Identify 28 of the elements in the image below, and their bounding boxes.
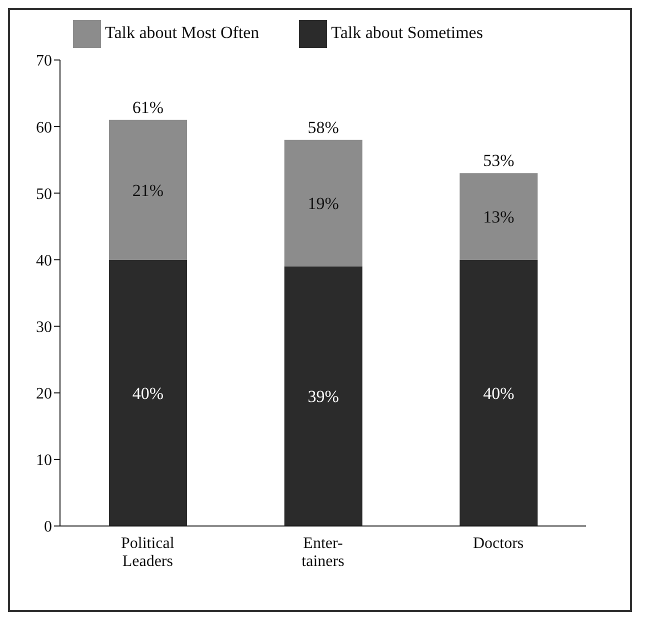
y-tick-label: 10 [36,452,52,470]
data-label: 40% [483,384,514,403]
bar [460,173,538,260]
x-tick-label: Political Leaders [121,535,175,570]
data-label: 21% [132,180,164,200]
bar [460,260,538,526]
data-label: 13% [483,207,514,226]
data-label: 39% [308,387,339,406]
data-label: 19% [308,194,339,214]
y-tick-label: 70 [36,52,52,70]
x-tick-label: Enter- tainers [302,535,344,570]
legend-label: Talk about Sometimes [331,22,483,42]
bar [109,120,187,260]
y-tick-label: 20 [36,386,52,403]
data-label: 40% [132,384,164,403]
y-tick-label: 50 [36,186,52,203]
y-tick-label: 0 [44,518,52,536]
total-label: 58% [308,118,339,137]
y-tick-label: 60 [36,119,52,136]
bar [284,140,362,266]
y-tick-label: 30 [36,318,52,336]
bar [109,260,187,526]
y-tick-label: 40 [36,252,52,270]
total-label: 53% [483,151,514,170]
x-tick-label: Doctors [473,535,524,552]
bar [284,266,362,526]
total-label: 61% [132,98,164,117]
legend-label: Talk about Most Often [105,22,260,42]
